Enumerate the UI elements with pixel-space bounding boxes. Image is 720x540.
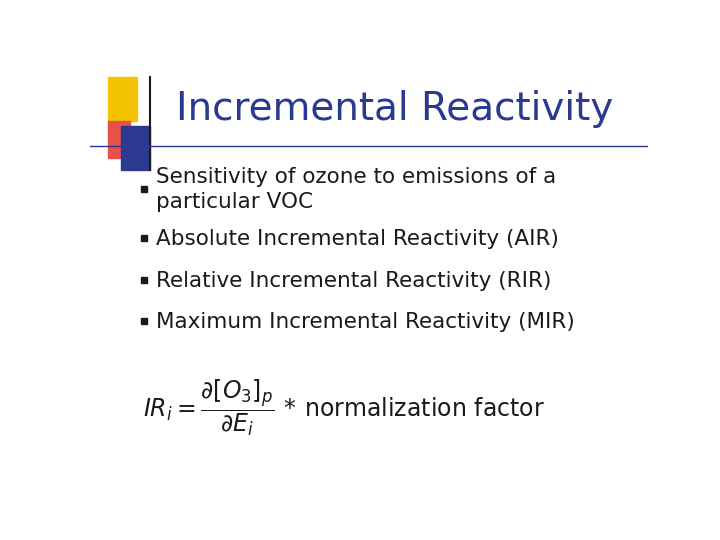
Text: Incremental Reactivity: Incremental Reactivity (176, 90, 613, 129)
Bar (121, 126, 150, 170)
Bar (109, 77, 138, 121)
Text: Absolute Incremental Reactivity (AIR): Absolute Incremental Reactivity (AIR) (156, 228, 559, 248)
Text: Maximum Incremental Reactivity (MIR): Maximum Incremental Reactivity (MIR) (156, 312, 575, 332)
Text: $IR_i = \dfrac{\partial [O_3]_p}{\partial E_i}\,*\,\mathrm{normalization\ factor: $IR_i = \dfrac{\partial [O_3]_p}{\partia… (143, 377, 545, 438)
Bar (109, 121, 130, 158)
Text: Relative Incremental Reactivity (RIR): Relative Incremental Reactivity (RIR) (156, 271, 552, 291)
Bar (141, 277, 148, 284)
Text: Sensitivity of ozone to emissions of a
particular VOC: Sensitivity of ozone to emissions of a p… (156, 167, 556, 212)
Bar (141, 186, 148, 192)
Bar (141, 318, 148, 324)
Bar (141, 235, 148, 241)
